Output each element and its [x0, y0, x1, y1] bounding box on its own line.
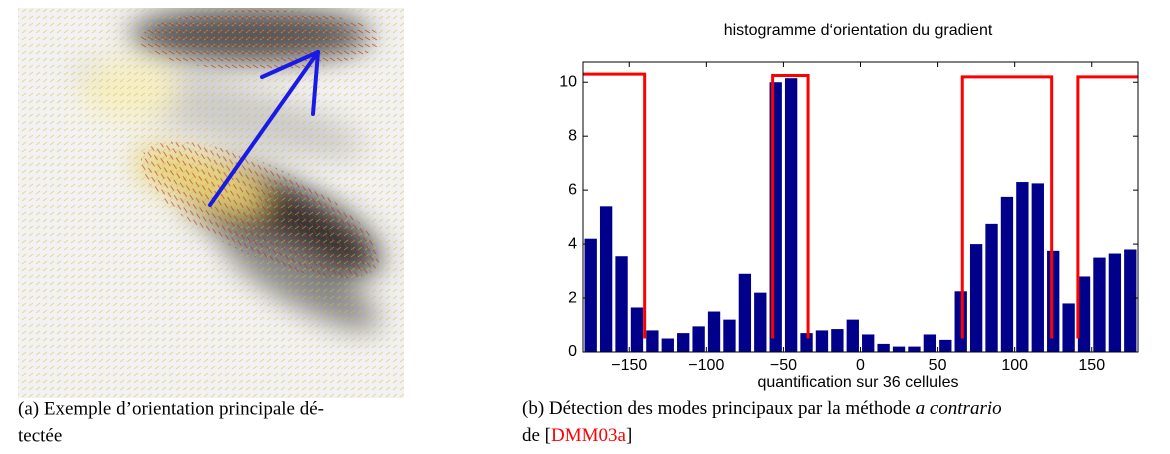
bar [738, 273, 752, 352]
bar [661, 338, 674, 352]
caption-text: (b) Détection des modes principaux par l… [522, 398, 916, 419]
bar [1016, 182, 1029, 352]
bar [815, 330, 829, 352]
bar [862, 334, 875, 352]
caption-italic: a contrario [916, 398, 1002, 419]
caption-text: de [ [522, 425, 551, 446]
bar [923, 334, 937, 352]
y-tick-label: 2 [568, 289, 577, 306]
bar [1108, 253, 1122, 352]
x-axis-label: quantification sur 36 cellules [757, 374, 958, 391]
x-tick-label: 150 [1078, 357, 1105, 374]
bar [1077, 276, 1091, 352]
bar [985, 223, 998, 352]
bar [846, 319, 859, 352]
mode-line [583, 72, 1138, 339]
bar [723, 319, 736, 352]
bar [908, 346, 921, 352]
x-tick-label: 50 [929, 357, 947, 374]
citation-link[interactable]: DMM03a [551, 425, 627, 446]
caption-b: (b) Détection des modes principaux par l… [522, 398, 1002, 419]
bar [630, 307, 644, 352]
gradient-image [18, 8, 404, 398]
x-tick-label: −50 [770, 357, 797, 374]
y-tick-label: 6 [568, 181, 577, 198]
bar [707, 311, 721, 352]
bar [800, 333, 813, 352]
x-tick-label: −100 [688, 357, 724, 374]
bar [784, 78, 798, 353]
caption-b: de [DMM03a] [522, 425, 632, 446]
bar [615, 256, 628, 352]
chart-title: histogramme d‘orientation du gradient [724, 22, 993, 39]
bar [754, 292, 767, 352]
caption-a: tectée [18, 425, 62, 446]
bar [692, 326, 705, 352]
bar [831, 329, 844, 352]
y-tick-label: 4 [568, 235, 577, 252]
bar [1124, 249, 1137, 352]
bar [1062, 303, 1075, 352]
bar [1000, 196, 1014, 352]
x-tick-label: 0 [856, 357, 865, 374]
bar [939, 339, 952, 352]
bar [1093, 257, 1106, 352]
y-tick-label: 8 [568, 127, 577, 144]
caption-text: ] [626, 425, 632, 446]
bar [584, 238, 597, 352]
bar [599, 206, 613, 352]
bar [677, 333, 690, 352]
bar [1047, 250, 1060, 352]
bar [1031, 183, 1044, 352]
bar [969, 244, 983, 352]
bar [646, 330, 659, 352]
x-tick-label: 100 [1001, 357, 1028, 374]
x-tick-label: −150 [611, 357, 647, 374]
y-tick-label: 10 [559, 73, 577, 90]
caption-a: (a) Exemple d’orientation principale dé- [18, 398, 324, 419]
y-tick-label: 0 [568, 343, 577, 360]
bar [877, 343, 890, 352]
bar [892, 346, 906, 352]
bar [954, 291, 967, 352]
